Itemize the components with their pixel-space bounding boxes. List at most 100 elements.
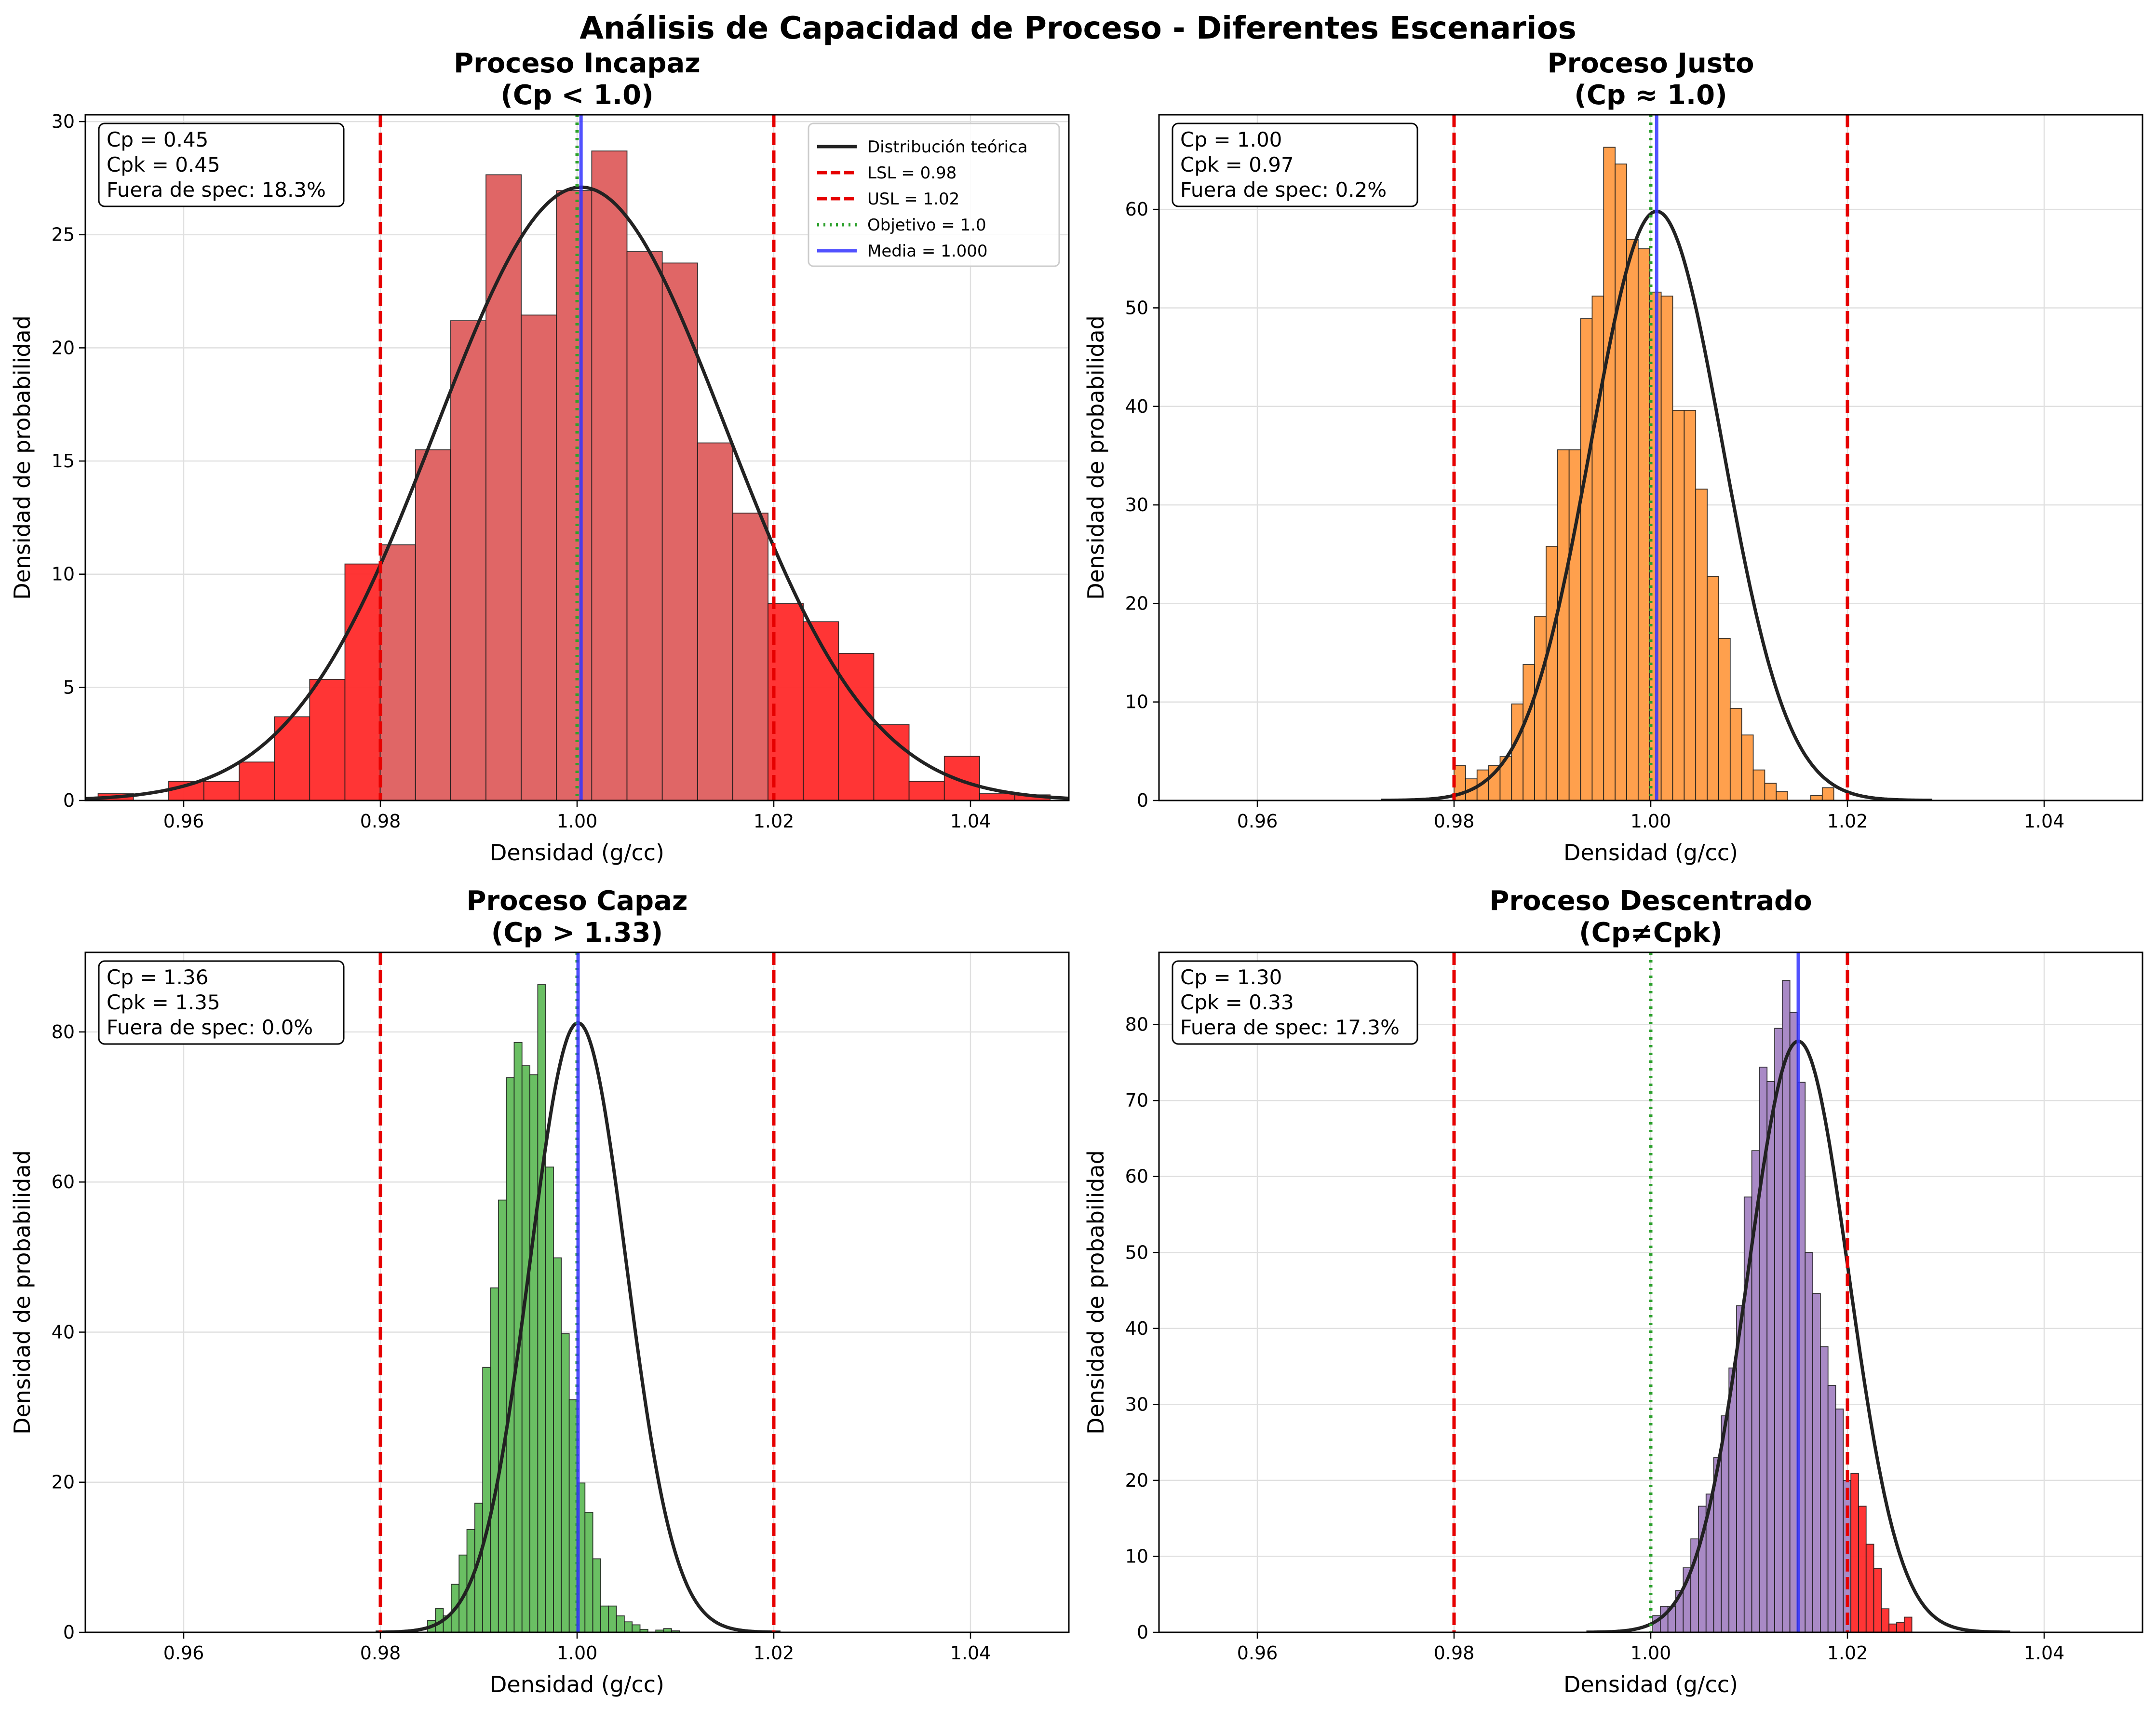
stat-cp: Cp = 1.00 — [1180, 128, 1282, 151]
histogram-bar — [1789, 1012, 1798, 1632]
y-tick-label: 20 — [1125, 1470, 1148, 1491]
y-tick-label: 0 — [63, 790, 75, 811]
ticks: 0.96 0.98 1.00 1.02 1.04 0 20 40 60 80 — [52, 1021, 991, 1664]
histogram-bar — [485, 174, 522, 800]
y-tick-label: 30 — [1125, 494, 1148, 515]
stat-cp: Cp = 1.36 — [107, 965, 208, 989]
y-tick-label: 0 — [1137, 790, 1148, 811]
y-axis-label: Densidad de probabilidad — [1083, 1150, 1109, 1435]
y-tick-label: 0 — [1137, 1622, 1148, 1643]
histogram-bar — [450, 320, 486, 800]
histogram-bar — [803, 621, 839, 800]
histogram-bar — [1546, 545, 1558, 800]
y-tick-label: 60 — [52, 1171, 75, 1193]
histogram-bar — [1695, 488, 1708, 800]
histogram-bar — [1580, 318, 1593, 800]
histogram-bar — [1523, 664, 1535, 800]
subplots: Proceso Incapaz(Cp < 1.0) 0.96 0.98 1.00 1.0… — [9, 48, 2143, 1697]
y-tick-label: 80 — [52, 1021, 75, 1043]
histogram-bar — [616, 1615, 625, 1632]
stats-box-frame — [1172, 960, 1418, 1045]
legend-label: LSL = 0.98 — [867, 163, 957, 183]
x-axis-label: Densidad (g/cc) — [1563, 840, 1738, 866]
histogram-bar — [1603, 147, 1616, 800]
histogram-bar — [556, 190, 593, 800]
histogram-bar — [1684, 410, 1697, 800]
y-tick-label: 50 — [1125, 297, 1148, 318]
histogram-bar — [1850, 1473, 1859, 1632]
y-tick-label: 60 — [1125, 199, 1148, 220]
histogram-bar — [545, 1166, 554, 1632]
subplot-subtitle: (Cp≠Cpk) — [1579, 917, 1723, 949]
histogram-bar — [1741, 734, 1754, 800]
stats-box-frame — [98, 122, 345, 207]
x-axis-label: Densidad (g/cc) — [1563, 1671, 1738, 1697]
x-tick-label: 1.02 — [1827, 1642, 1868, 1664]
histogram-bar — [1626, 239, 1639, 800]
histogram-bar — [1615, 163, 1627, 800]
histogram-bar — [592, 1558, 601, 1632]
histogram-bar — [537, 984, 546, 1632]
y-tick-label: 0 — [63, 1622, 75, 1643]
histogram-bar — [661, 262, 698, 800]
ticks: 0.96 0.98 1.00 1.02 1.04 0 10 20 30 40 50 60 70 80 — [1125, 1014, 2065, 1664]
subplot-title: Proceso Incapaz — [454, 48, 701, 79]
x-tick-label: 0.98 — [360, 811, 401, 832]
histogram-bar — [1728, 1367, 1737, 1632]
x-axis-label: Densidad (g/cc) — [490, 1671, 664, 1697]
histogram-bar — [1718, 638, 1731, 800]
histogram-bar — [521, 1065, 530, 1632]
histogram-bar — [1903, 1616, 1913, 1632]
y-tick-label: 30 — [1125, 1394, 1148, 1415]
histogram-bar — [639, 1628, 648, 1632]
histogram-bar — [1843, 1480, 1852, 1632]
legend-label: Distribución teórica — [867, 137, 1028, 157]
histogram-bar — [1896, 1622, 1905, 1632]
x-tick-label: 0.98 — [1434, 811, 1475, 832]
x-tick-label: 1.00 — [557, 811, 598, 832]
histogram-bar — [1781, 980, 1791, 1632]
y-axis-label: Densidad de probabilidad — [9, 315, 35, 600]
stat-cpk: Cpk = 1.35 — [107, 990, 220, 1014]
y-tick-label: 10 — [1125, 1546, 1148, 1567]
subplot-subtitle: (Cp ≈ 1.0) — [1574, 80, 1727, 111]
stat-cpk: Cpk = 0.97 — [1180, 153, 1294, 176]
stat-cpk: Cpk = 0.33 — [1180, 990, 1294, 1014]
stat-out-of-spec: Fuera de spec: 0.2% — [1180, 178, 1387, 202]
histogram-bar — [1707, 576, 1719, 800]
histogram-bar — [309, 679, 346, 800]
subplot-title: Proceso Capaz — [467, 885, 688, 917]
theoretical-curve — [85, 185, 1069, 800]
histogram-bar — [1812, 1293, 1821, 1632]
subplot-subtitle: (Cp > 1.33) — [491, 917, 663, 949]
y-tick-label: 70 — [1125, 1090, 1148, 1111]
histogram-bar — [561, 1333, 570, 1632]
histogram-bar — [632, 1624, 641, 1632]
histogram-bar — [498, 1199, 507, 1632]
y-tick-label: 40 — [1125, 396, 1148, 417]
stat-cp: Cp = 1.30 — [1180, 965, 1282, 989]
histogram-bar — [1729, 708, 1742, 800]
subplot-title: Proceso Justo — [1548, 48, 1754, 79]
histogram-bar — [490, 1287, 499, 1632]
histogram-bar — [203, 781, 240, 800]
x-tick-label: 0.96 — [1237, 811, 1278, 832]
x-tick-label: 1.04 — [950, 1642, 991, 1664]
y-axis-label: Densidad de probabilidad — [1083, 315, 1109, 600]
histogram-bar — [1752, 769, 1765, 800]
stats-box-frame — [1172, 122, 1418, 207]
x-tick-label: 0.96 — [1237, 1642, 1278, 1664]
histogram-bar — [908, 781, 945, 800]
histogram-bar — [608, 1605, 617, 1632]
histogram-bar — [697, 442, 733, 800]
x-tick-label: 0.98 — [360, 1642, 401, 1664]
histogram-bar — [1776, 791, 1789, 800]
x-tick-label: 1.02 — [754, 811, 795, 832]
y-tick-label: 10 — [1125, 692, 1148, 713]
bars — [1454, 147, 1834, 800]
histogram-bar — [584, 1512, 593, 1632]
